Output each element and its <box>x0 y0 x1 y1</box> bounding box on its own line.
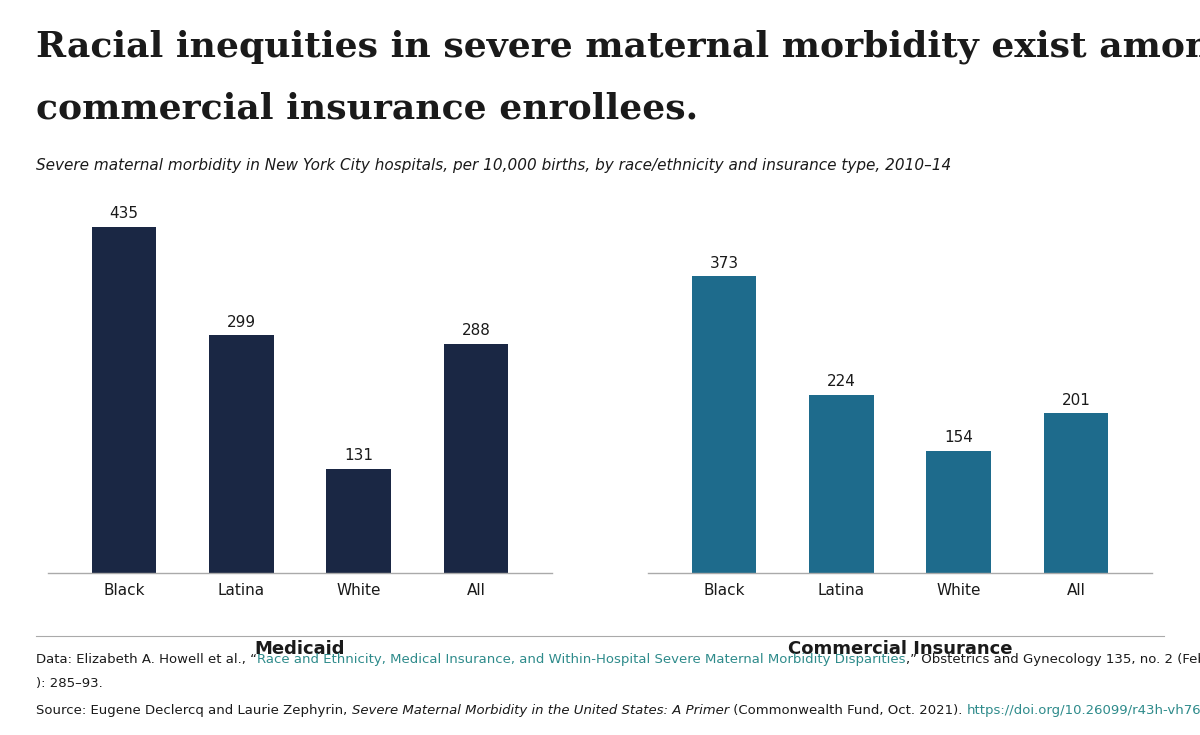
Text: Race and Ethnicity, Medical Insurance, and Within-Hospital Severe Maternal Morbi: Race and Ethnicity, Medical Insurance, a… <box>257 653 906 666</box>
Text: Racial inequities in severe maternal morbidity exist among both Medicaid and: Racial inequities in severe maternal mor… <box>36 29 1200 64</box>
Text: 299: 299 <box>227 315 256 330</box>
Text: Source: Eugene Declercq and Laurie Zephyrin,: Source: Eugene Declercq and Laurie Zephy… <box>36 704 352 717</box>
Bar <box>92 227 156 573</box>
Bar <box>326 469 391 573</box>
Text: 131: 131 <box>344 448 373 464</box>
Text: 201: 201 <box>1061 392 1091 408</box>
Text: Severe Maternal Morbidity in the United States: A Primer: Severe Maternal Morbidity in the United … <box>352 704 728 717</box>
Bar <box>692 276 756 573</box>
Text: 373: 373 <box>709 256 739 270</box>
Text: Data: Elizabeth A. Howell et al., “: Data: Elizabeth A. Howell et al., “ <box>36 653 257 666</box>
Text: 154: 154 <box>944 430 973 445</box>
Bar <box>809 395 874 573</box>
Text: Severe maternal morbidity in New York City hospitals, per 10,000 births, by race: Severe maternal morbidity in New York Ci… <box>36 158 952 173</box>
Text: ,” Obstetrics and Gynecology 135, no. 2 (Feb. 2020: ,” Obstetrics and Gynecology 135, no. 2 … <box>906 653 1200 666</box>
Text: Commercial Insurance: Commercial Insurance <box>787 640 1013 658</box>
Text: 288: 288 <box>461 323 491 338</box>
Text: (Commonwealth Fund, Oct. 2021).: (Commonwealth Fund, Oct. 2021). <box>728 704 966 717</box>
Text: ): 285–93.: ): 285–93. <box>36 677 103 690</box>
Text: 224: 224 <box>827 374 856 390</box>
Text: Medicaid: Medicaid <box>254 640 346 658</box>
Text: commercial insurance enrollees.: commercial insurance enrollees. <box>36 92 698 126</box>
Text: 435: 435 <box>109 207 139 221</box>
Bar <box>209 335 274 573</box>
Bar <box>444 344 508 573</box>
Text: https://doi.org/10.26099/r43h-vh76: https://doi.org/10.26099/r43h-vh76 <box>966 704 1200 717</box>
Bar <box>926 451 991 573</box>
Bar <box>1044 413 1108 573</box>
